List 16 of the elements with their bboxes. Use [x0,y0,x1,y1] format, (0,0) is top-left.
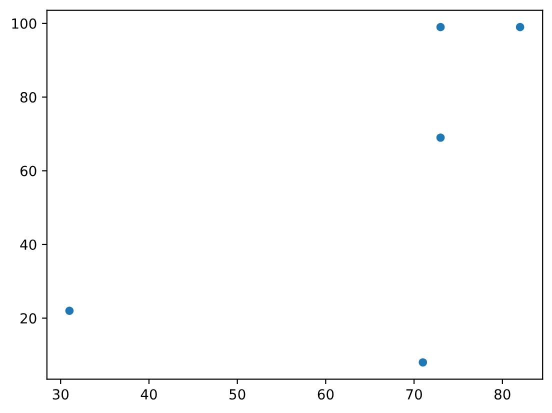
point [418,358,428,367]
x-tick-label: 50 [230,389,246,400]
y-tick-label: 100 [12,18,36,29]
y-tick-label: 20 [20,313,36,324]
y-tick-label: 60 [20,166,36,176]
x-tick-label: 30 [52,389,69,400]
point [436,133,445,142]
y-tick-label: 40 [20,239,36,250]
x-tick-label: 80 [494,389,510,400]
x-tick-label: 40 [140,389,157,400]
point [436,22,445,32]
x-tick-label: 60 [318,389,334,400]
point [516,22,524,32]
y-tick-label: 80 [20,92,36,103]
point [65,306,74,315]
x-tick-label: 70 [406,389,422,400]
